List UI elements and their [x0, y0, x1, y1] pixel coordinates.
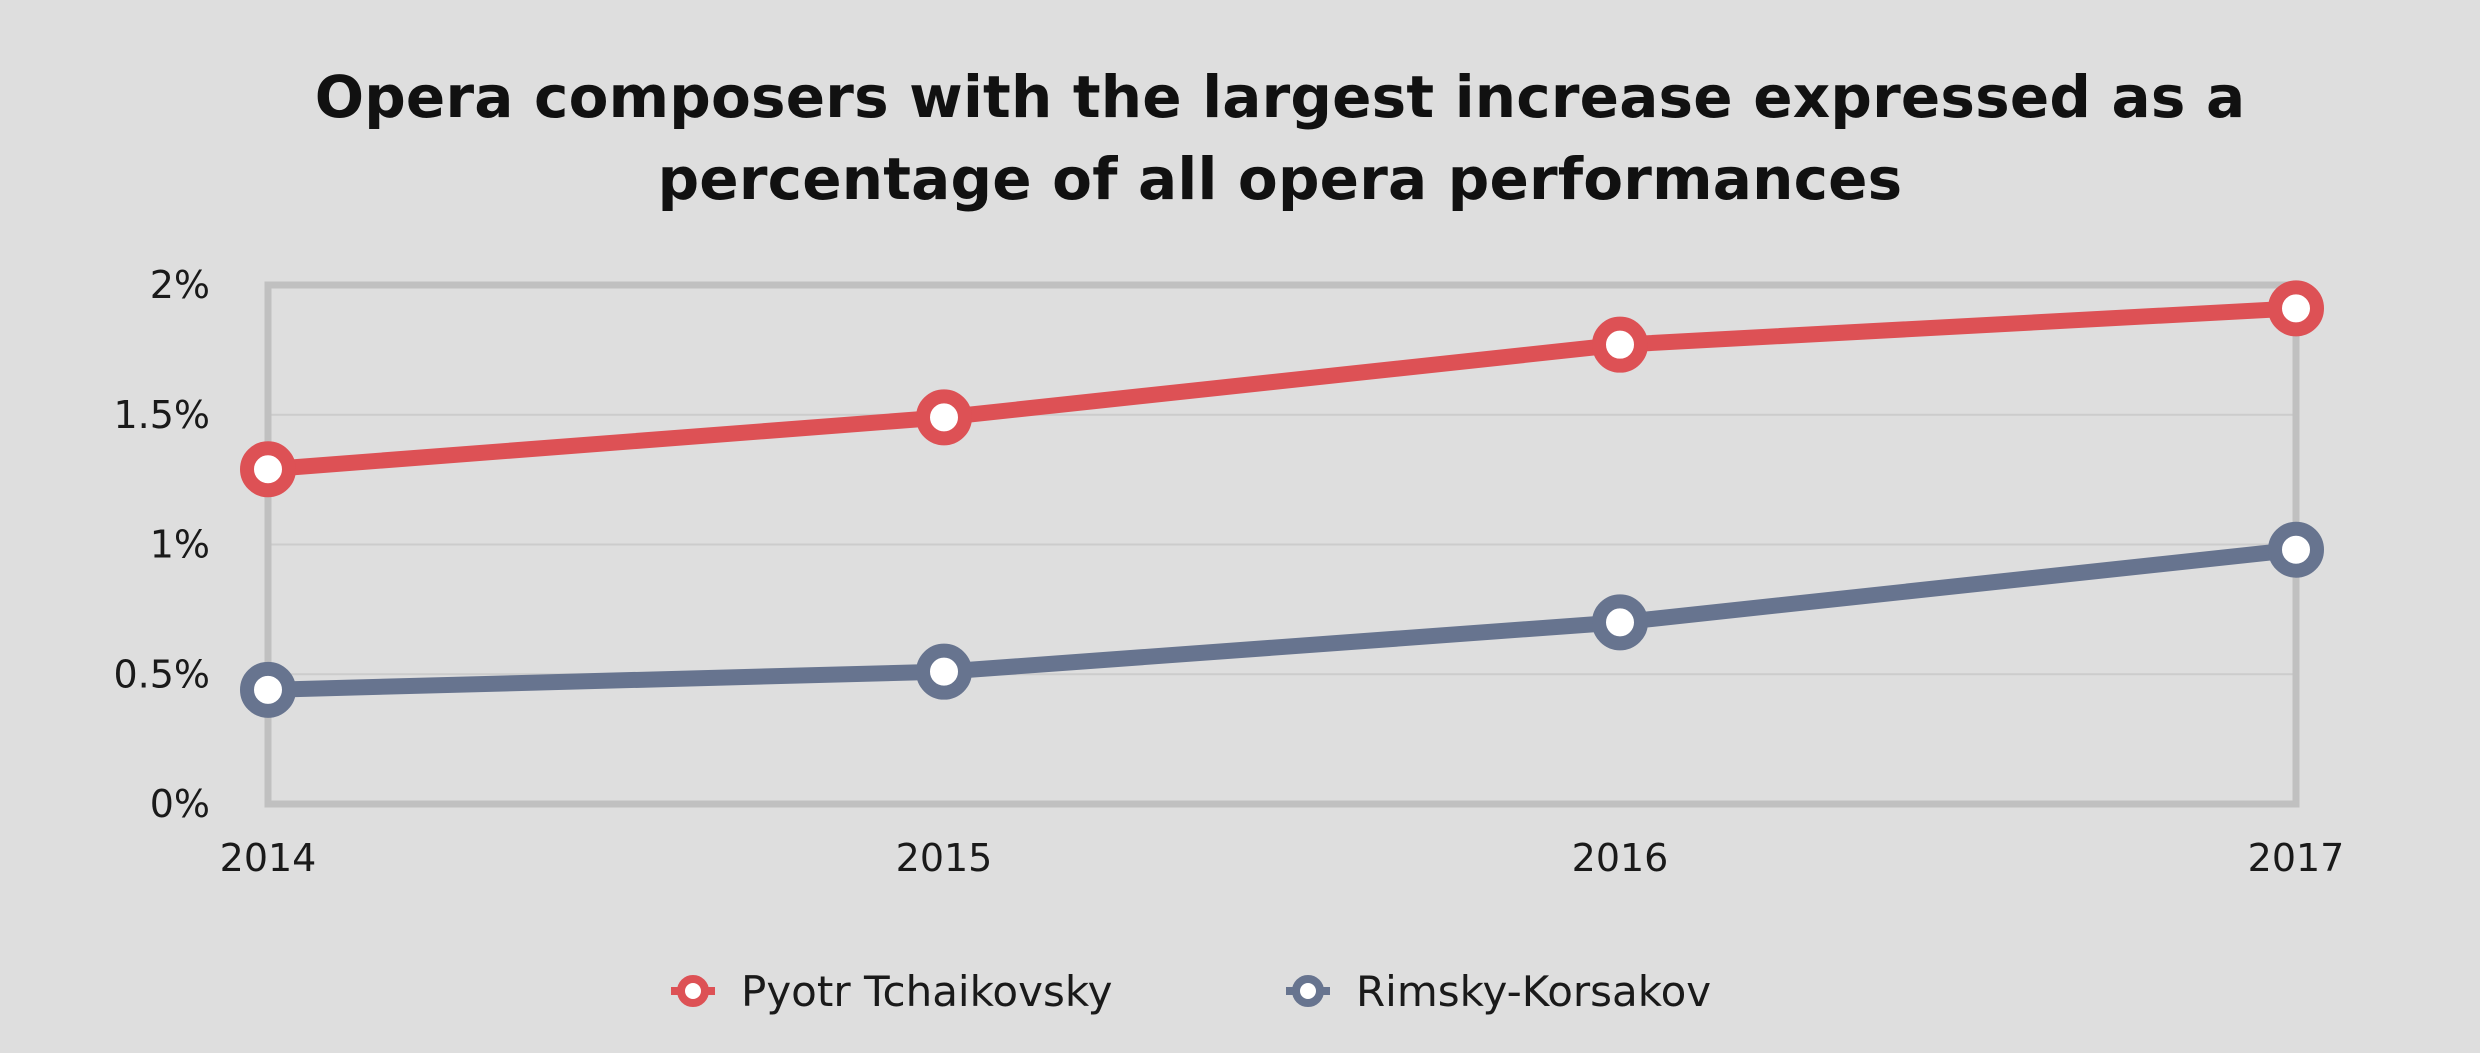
chart-title-line-2: percentage of all opera performances	[657, 145, 1903, 213]
x-tick-label: 2015	[896, 836, 993, 880]
x-axis-ticks: 2014 2015 2016 2017	[220, 836, 2345, 880]
legend-label: Rimsky-Korsakov	[1356, 967, 1711, 1016]
legend-item: Rimsky-Korsakov	[1286, 967, 1711, 1016]
y-tick-label: 1%	[150, 523, 210, 567]
x-tick-label: 2014	[220, 836, 317, 880]
legend-item: Pyotr Tchaikovsky	[671, 967, 1113, 1016]
series-lines	[240, 280, 2324, 718]
y-tick-label: 0.5%	[113, 652, 210, 696]
series-1	[240, 280, 2324, 498]
chart-title: Opera composers with the largest increas…	[0, 56, 2480, 220]
y-tick-label: 0%	[150, 782, 210, 826]
chart-title-line-1: Opera composers with the largest increas…	[314, 63, 2246, 131]
legend-swatch-marker	[677, 975, 709, 1007]
data-point	[240, 661, 296, 718]
data-point	[1592, 594, 1648, 651]
series-line	[260, 300, 2304, 478]
x-tick-label: 2017	[2248, 836, 2345, 880]
legend: Pyotr Tchaikovsky Rimsky-Korsakov	[671, 967, 1711, 1016]
data-point	[916, 643, 972, 700]
series-line	[260, 541, 2304, 698]
data-point	[2268, 521, 2324, 578]
legend-label: Pyotr Tchaikovsky	[741, 967, 1113, 1016]
data-point	[916, 389, 972, 446]
data-point	[1592, 316, 1648, 373]
data-point	[240, 441, 296, 498]
y-tick-label: 1.5%	[113, 393, 210, 437]
series-2	[240, 521, 2324, 718]
data-point	[2268, 280, 2324, 337]
y-axis-ticks: 0% 0.5% 1% 1.5% 2%	[113, 263, 210, 826]
y-tick-label: 2%	[150, 263, 210, 307]
legend-swatch-marker	[1292, 975, 1324, 1007]
x-tick-label: 2016	[1572, 836, 1669, 880]
